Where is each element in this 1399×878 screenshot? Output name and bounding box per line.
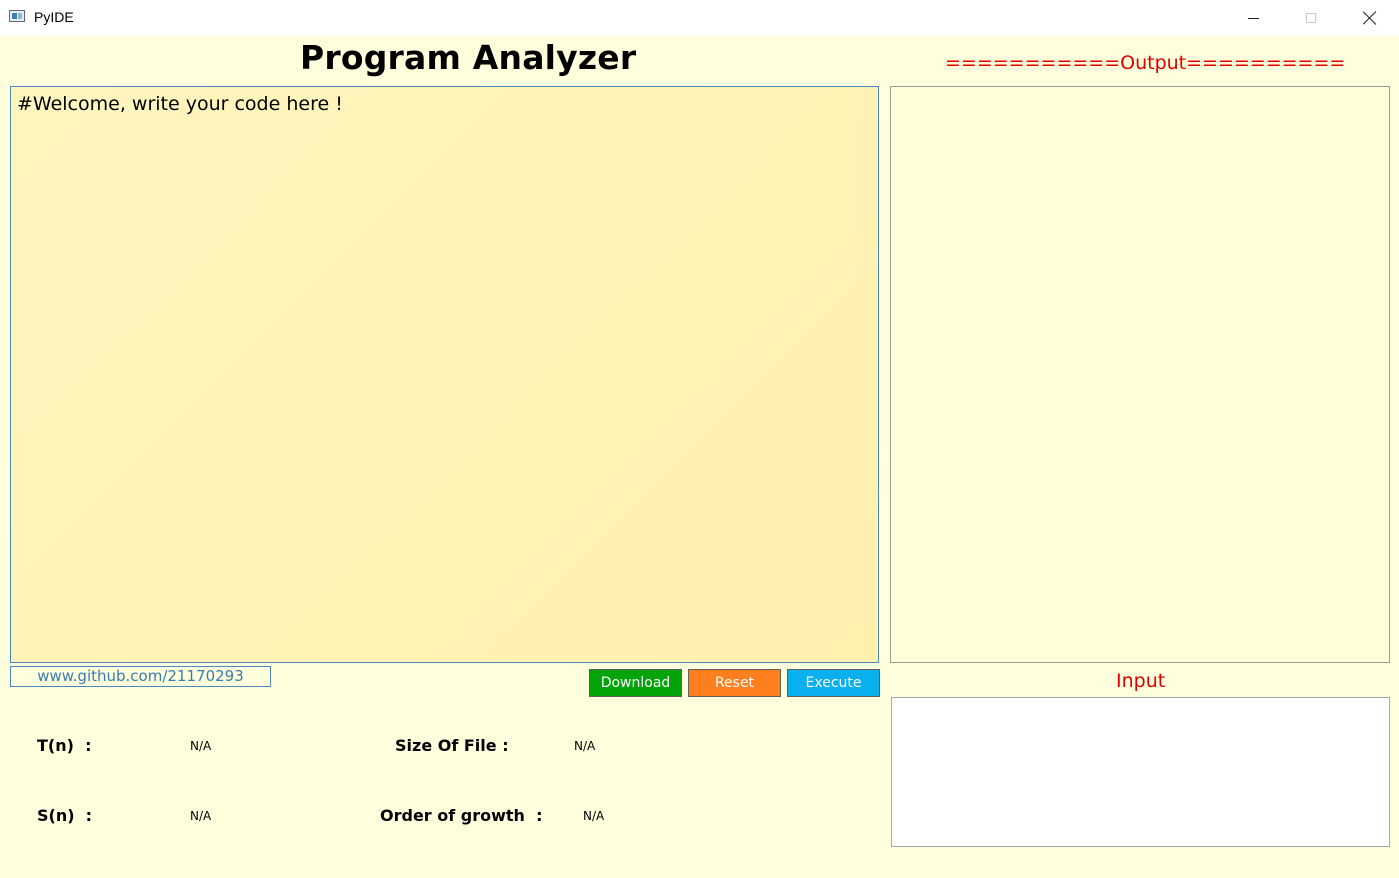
minimize-icon <box>1247 17 1259 19</box>
window-title: PyIDE <box>34 9 74 25</box>
app-window-icon <box>9 10 25 22</box>
maximize-icon <box>1306 13 1316 23</box>
output-heading: ===========Output========== <box>945 52 1346 74</box>
sn-value: N/A <box>190 809 212 823</box>
input-field[interactable] <box>891 697 1390 847</box>
size-of-file-label: Size Of File : <box>395 736 509 755</box>
sn-label: S(n) : <box>37 806 93 825</box>
reset-button[interactable]: Reset <box>688 669 781 697</box>
editor-content: #Welcome, write your code here ! <box>17 93 343 115</box>
tn-value: N/A <box>190 739 212 753</box>
download-button[interactable]: Download <box>589 669 682 697</box>
github-link[interactable]: www.github.com/21170293 <box>10 666 271 687</box>
order-of-growth-label: Order of growth : <box>380 806 543 825</box>
size-of-file-value: N/A <box>574 739 596 753</box>
title-bar: PyIDE <box>0 0 1399 36</box>
page-title: Program Analyzer <box>300 38 637 77</box>
maximize-button[interactable] <box>1283 0 1339 36</box>
order-of-growth-value: N/A <box>583 809 605 823</box>
close-button[interactable] <box>1342 0 1398 36</box>
execute-button[interactable]: Execute <box>787 669 880 697</box>
close-icon <box>1363 11 1377 25</box>
tn-label: T(n) : <box>37 736 92 755</box>
code-editor[interactable]: #Welcome, write your code here ! <box>10 86 879 663</box>
minimize-button[interactable] <box>1225 0 1281 36</box>
input-heading: Input <box>1116 670 1166 692</box>
output-panel[interactable] <box>890 86 1390 663</box>
